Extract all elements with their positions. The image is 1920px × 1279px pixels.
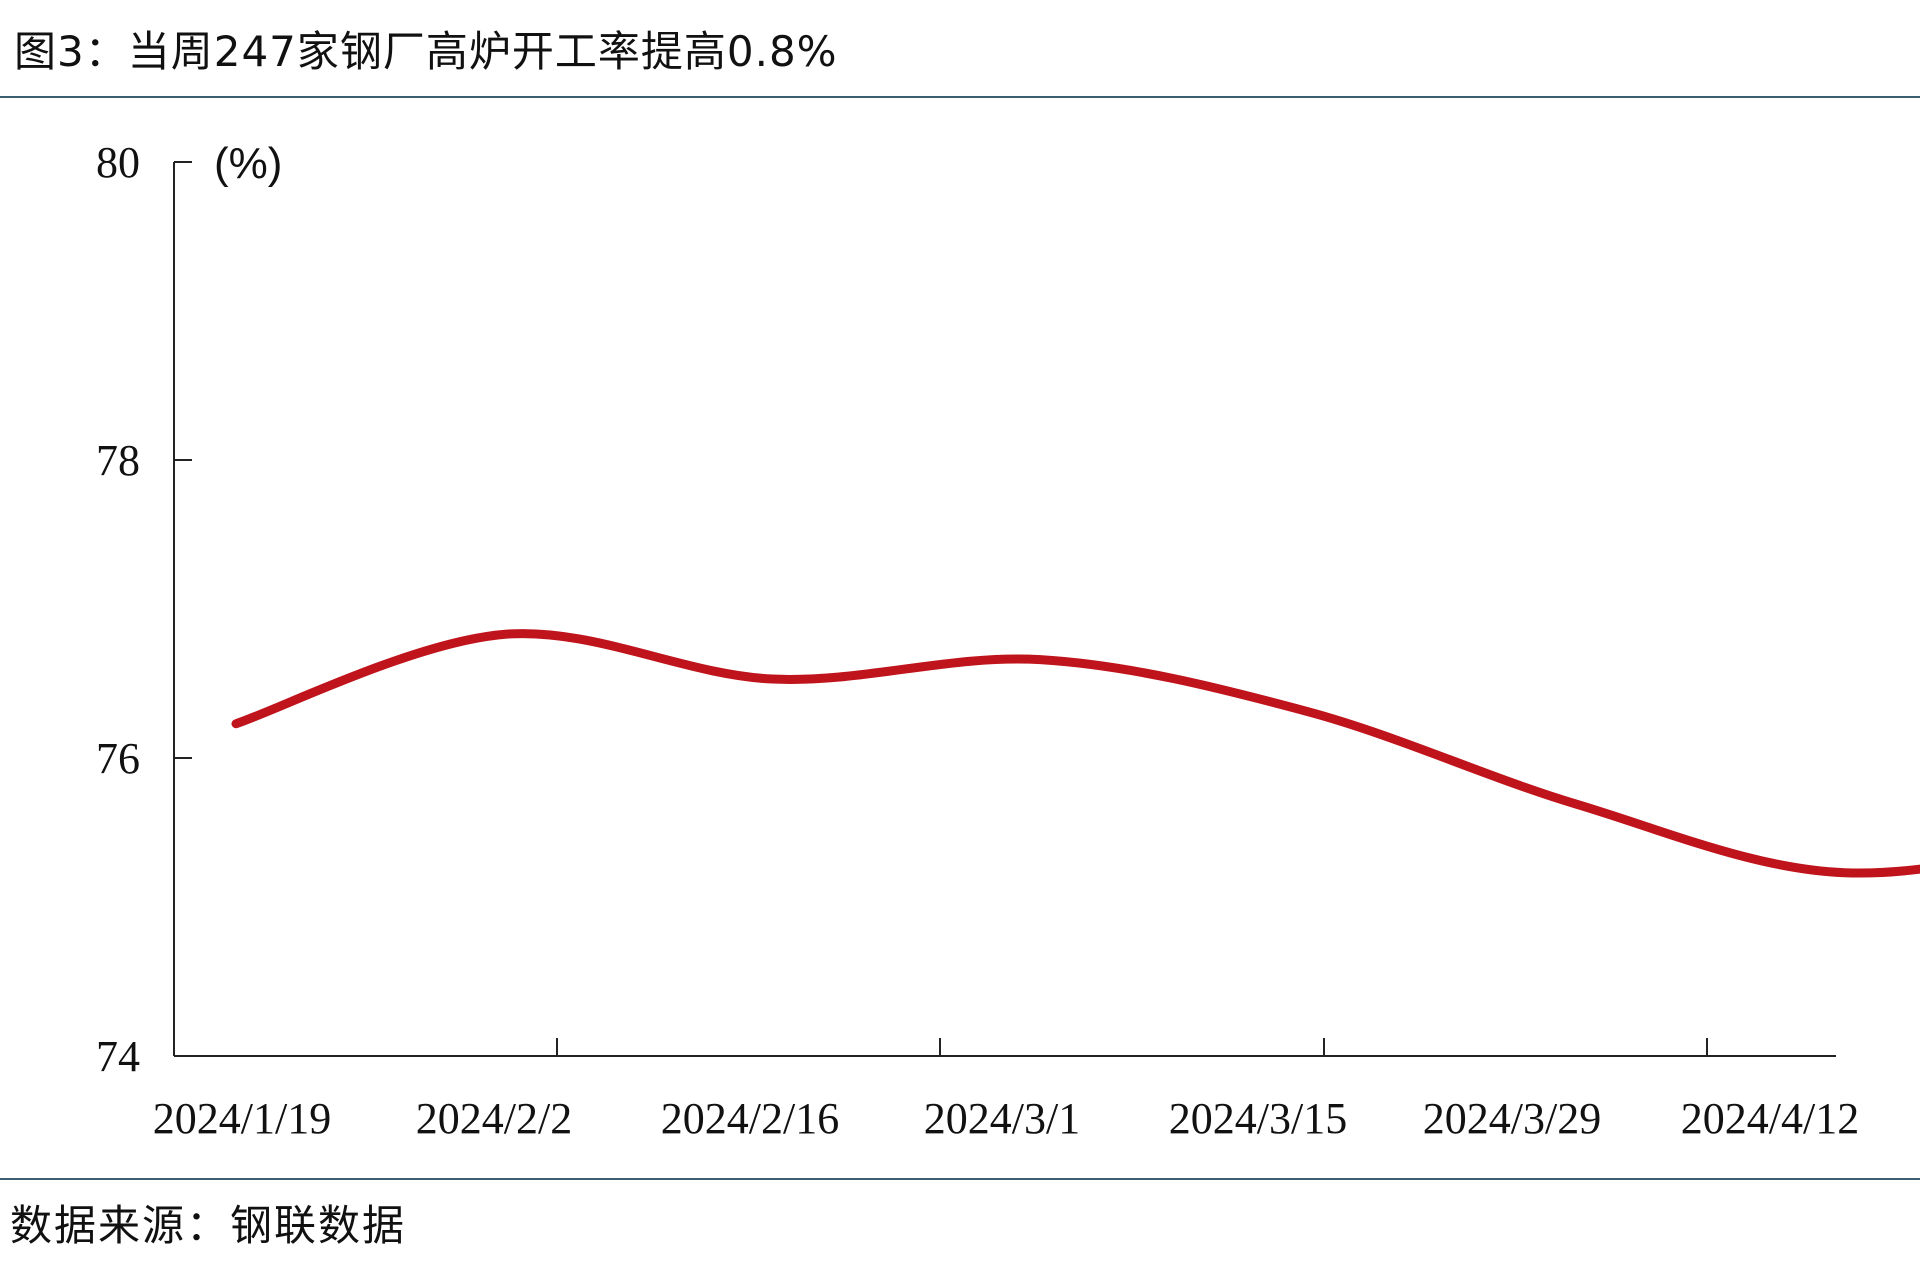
chart-title: 图3：当周247家钢厂高炉开工率提高0.8% [14,27,838,76]
source-divider [0,1178,1920,1180]
x-tick-label: 2024/3/29 [1423,1094,1601,1143]
y-tick-label: 76 [96,734,140,783]
series-line [231,629,1920,878]
x-tick-label: 2024/3/1 [924,1094,1080,1143]
x-tick-label: 2024/2/2 [416,1094,572,1143]
x-tick-label: 2024/4/12 [1681,1094,1859,1143]
x-tick-label: 2024/3/15 [1169,1094,1347,1143]
chart-axes [173,162,1836,1057]
y-tick-label: 80 [96,138,140,187]
x-tick-label: 2024/2/16 [661,1094,839,1143]
data-source: 数据来源：钢联数据 [10,1201,407,1250]
y-tick-label: 78 [96,436,140,485]
title-divider [0,96,1920,98]
y-unit-label: (%) [214,139,282,188]
chart-ticks [174,161,1708,1057]
y-tick-label: 74 [96,1032,140,1081]
chart-tick-labels: 74 76 78 80 2024/1/19 2024/2/2 2024/2/16 2024/3… [96,138,1859,1143]
chart-series [231,629,1920,878]
x-tick-label: 2024/1/19 [153,1094,331,1143]
